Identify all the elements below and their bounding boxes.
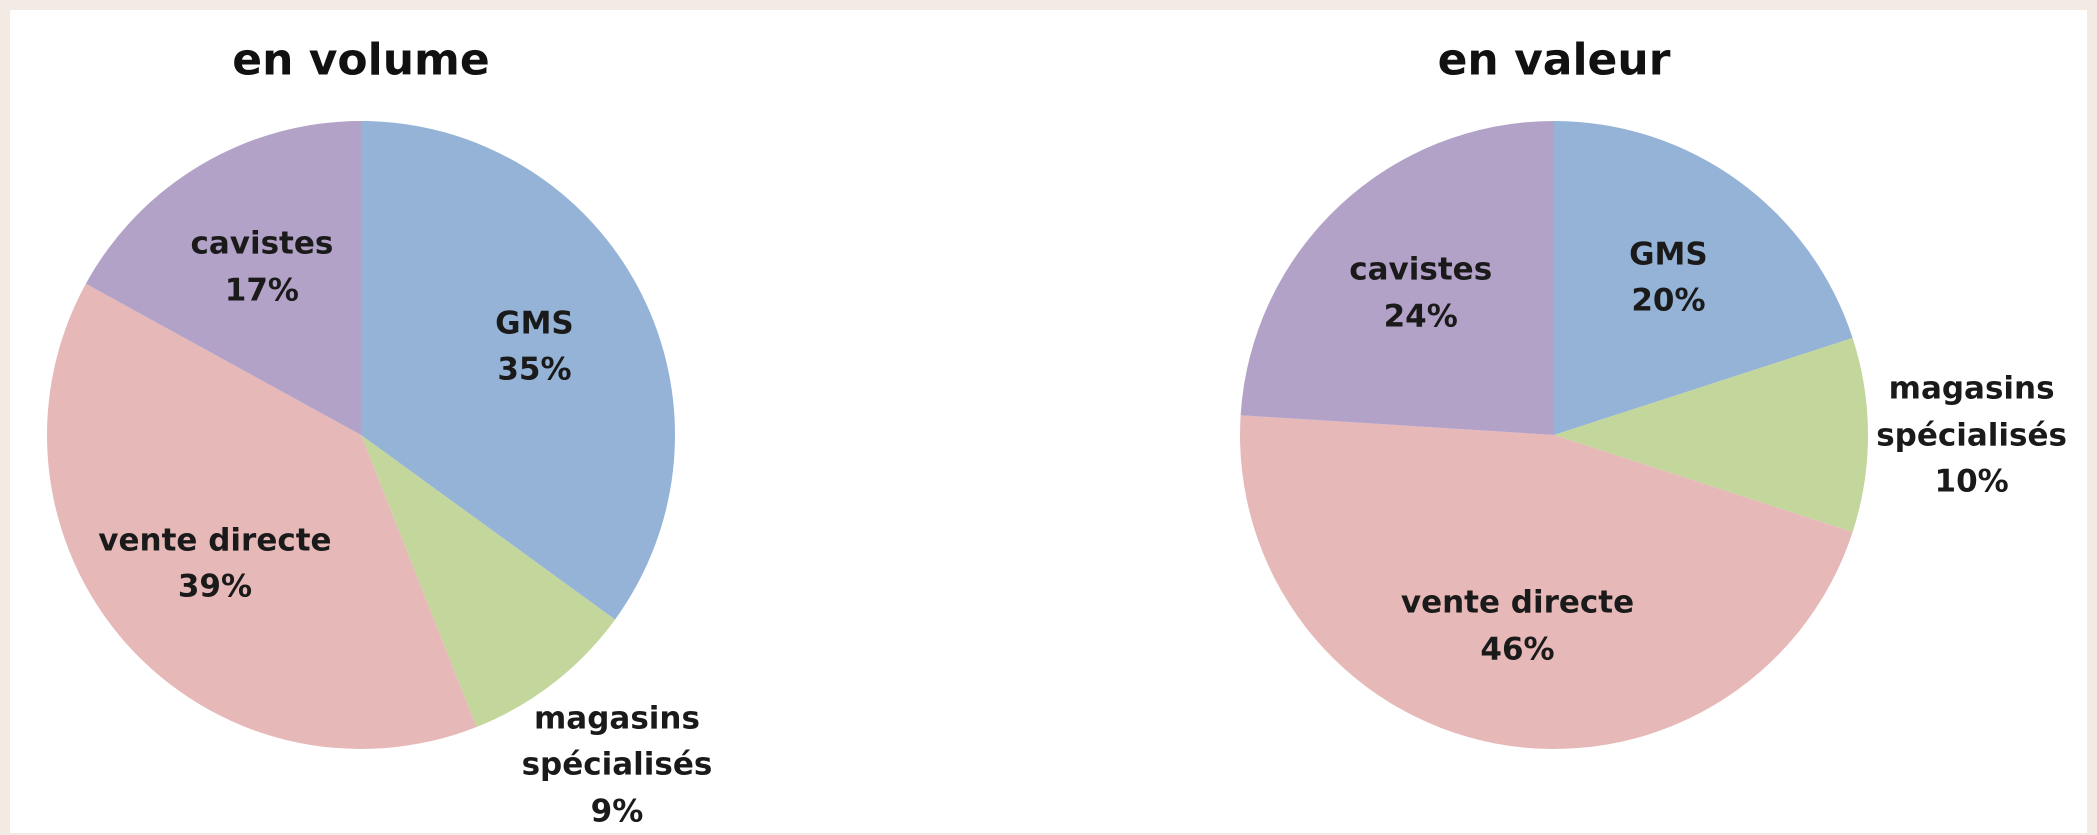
slice-value: 35% <box>497 351 572 388</box>
pie-slice <box>1240 121 1554 435</box>
slice-name: vente directe <box>98 522 332 559</box>
slice-value: 39% <box>177 568 253 605</box>
chart-title: en volume <box>232 34 490 86</box>
chart-title: en valeur <box>1437 34 1671 86</box>
slice-name: cavistes <box>1349 251 1493 288</box>
slice-name: GMS <box>1629 236 1708 272</box>
data-label: magasins spécialisés 9% <box>487 695 747 835</box>
pie-slice <box>85 121 362 435</box>
data-label: vente directe 39% <box>85 517 345 610</box>
slice-value: 17% <box>224 272 299 309</box>
data-label: GMS 35% <box>404 300 664 393</box>
slice-value: 24% <box>1383 298 1458 335</box>
pie-slice <box>361 435 616 727</box>
slice-name: magasins spécialisés <box>1876 370 2067 453</box>
slice-name: vente directe <box>1400 584 1635 621</box>
slice-value: 46% <box>1480 631 1555 668</box>
data-label: vente directe 46% <box>1388 580 1648 673</box>
pie-slice <box>46 283 477 750</box>
pie-slice <box>1554 337 1868 533</box>
data-label: magasins spécialisés 10% <box>1842 365 2097 505</box>
slice-name: magasins spécialisés <box>521 700 713 783</box>
pie-slice <box>1240 415 1853 749</box>
slice-value: 20% <box>1631 282 1706 319</box>
pie-slice <box>1554 121 1853 435</box>
slice-value: 9% <box>590 793 644 830</box>
slice-name: GMS <box>495 305 574 342</box>
slice-name: cavistes <box>190 225 334 262</box>
data-label: cavistes 17% <box>132 221 392 314</box>
pie-slice <box>361 121 675 620</box>
slice-value: 10% <box>1934 463 2009 500</box>
data-label: cavistes 24% <box>1291 247 1551 340</box>
data-label: GMS 20% <box>1538 231 1798 324</box>
